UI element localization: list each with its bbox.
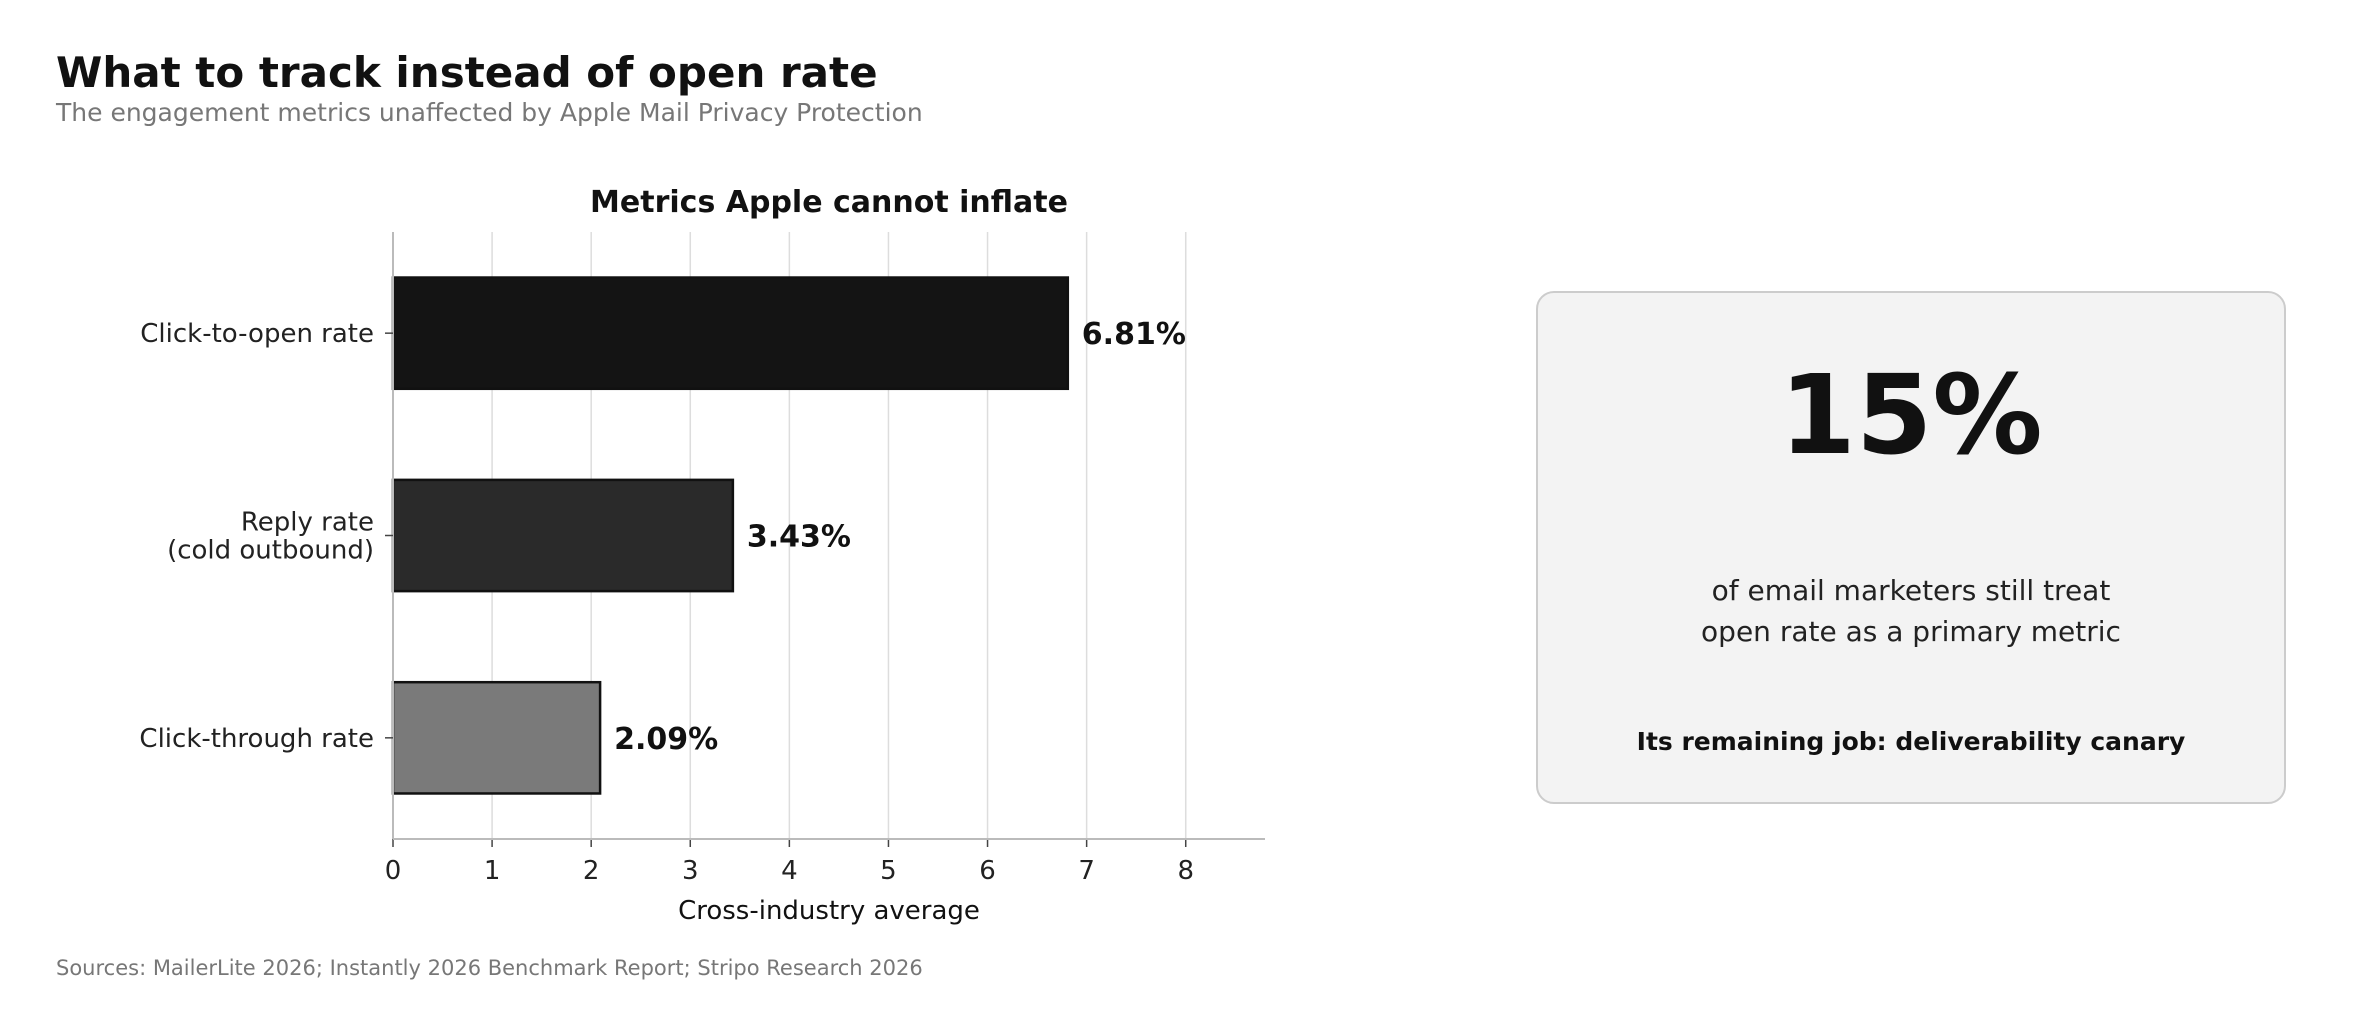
bar: [391, 680, 602, 795]
data-label: 2.09%: [614, 722, 718, 757]
category-label-line: (cold outbound): [167, 536, 374, 566]
stat-callout-card: 15% of email marketers still treat open …: [1536, 291, 2286, 804]
callout-description-line: open rate as a primary metric: [1701, 615, 2121, 648]
source-note: Sources: MailerLite 2026; Instantly 2026…: [56, 956, 923, 980]
category-label-line: Click-through rate: [139, 724, 374, 754]
category-label: Click-to-open rate: [140, 319, 374, 349]
data-label: 3.43%: [747, 520, 851, 555]
bar: [391, 478, 735, 593]
x-tick-label: 1: [484, 856, 501, 886]
x-tick-label: 4: [781, 856, 798, 886]
labels: Metrics Apple cannot inflate 0 1 2 3 4 5 6 7 8 Cro…: [139, 185, 1194, 926]
callout-description: of email marketers still treat open rate…: [1538, 570, 2284, 652]
category-label-line: Click-to-open rate: [140, 319, 374, 349]
x-axis-label: Cross-industry average: [678, 896, 980, 926]
bar-chart: Metrics Apple cannot inflate 0 1 2 3 4 5 6 7 8 Cro…: [139, 185, 1265, 926]
bar: [391, 276, 1070, 391]
x-tick-label: 8: [1177, 856, 1194, 886]
callout-note: Its remaining job: deliverability canary: [1636, 727, 2186, 756]
callout-description-line: of email marketers still treat: [1711, 574, 2111, 607]
x-tick-label: 3: [682, 856, 699, 886]
category-label: Click-through rate: [139, 724, 374, 754]
x-tick-label: 7: [1078, 856, 1095, 886]
category-label: Reply rate (cold outbound): [167, 508, 374, 566]
page-subtitle: The engagement metrics unaffected by App…: [56, 98, 923, 127]
x-tick-label: 2: [583, 856, 600, 886]
axes: [385, 232, 1265, 847]
category-label-line: Reply rate: [241, 508, 374, 538]
x-tick-label: 0: [385, 856, 402, 886]
x-tick-label: 5: [880, 856, 897, 886]
callout-big-value: 15%: [1779, 351, 2043, 479]
page-title: What to track instead of open rate: [56, 48, 878, 97]
x-tick-label: 6: [979, 856, 996, 886]
chart-title: Metrics Apple cannot inflate: [590, 185, 1068, 220]
bars: [391, 276, 1070, 795]
data-label: 6.81%: [1082, 317, 1186, 352]
